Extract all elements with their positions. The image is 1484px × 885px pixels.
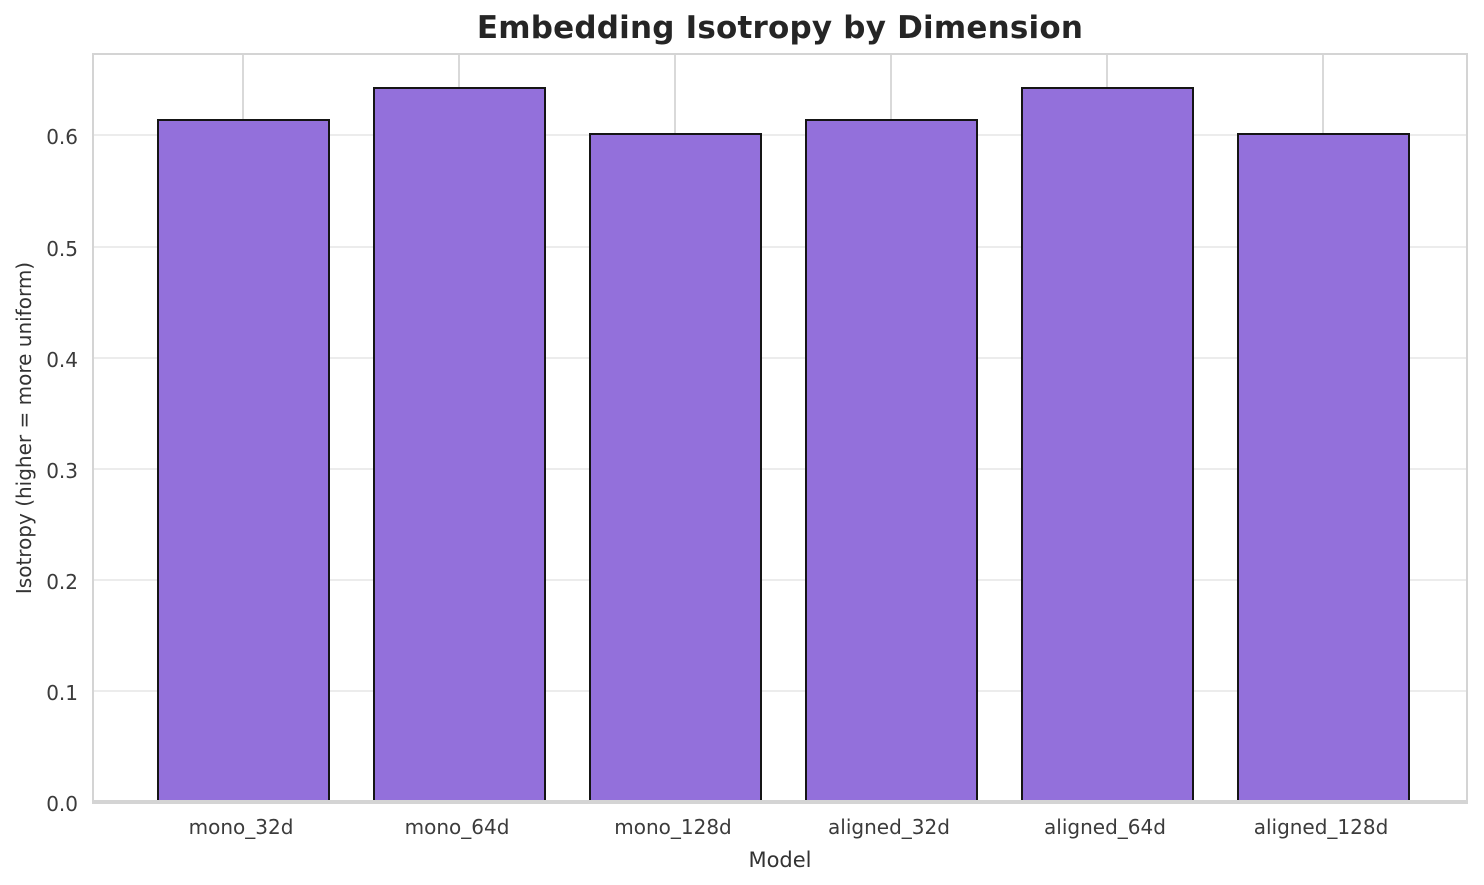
x-tick-label: aligned_64d [1044, 815, 1166, 839]
y-tick-label: 0.2 [46, 569, 78, 594]
x-tick-label: mono_64d [404, 815, 510, 839]
x-tick-label: aligned_32d [828, 815, 950, 839]
x-tick-label: mono_32d [188, 815, 294, 839]
chart-title: Embedding Isotropy by Dimension [476, 10, 1084, 46]
bar-aligned_64d [1020, 86, 1194, 802]
x-tick-label: aligned_128d [1253, 815, 1389, 839]
x-axis-spine [94, 800, 1466, 802]
y-tick-label: 0.5 [46, 236, 78, 261]
h-gridline [94, 689, 1466, 692]
plot-area [92, 53, 1468, 804]
h-gridline [94, 134, 1466, 137]
bar-mono_64d [372, 86, 546, 802]
y-tick-labels: 0.0 0.1 0.2 0.3 0.4 0.5 0.6 [0, 0, 78, 885]
h-gridline [94, 245, 1466, 248]
bar-mono_128d [588, 133, 762, 802]
y-tick-label: 0.4 [46, 347, 78, 372]
x-tick-labels: mono_32d mono_64d mono_128d aligned_32d alig… [0, 815, 1484, 845]
h-gridline [94, 578, 1466, 581]
x-axis-label: Model [748, 848, 812, 872]
h-gridline [94, 467, 1466, 470]
x-tick-label: mono_128d [614, 815, 732, 839]
y-tick-label: 0.3 [46, 458, 78, 483]
h-gridline [94, 356, 1466, 359]
bar-aligned_32d [804, 118, 978, 802]
y-tick-label: 0.6 [46, 125, 78, 150]
y-tick-label: 0.1 [46, 680, 78, 705]
y-tick-label: 0.0 [46, 792, 78, 816]
bar-aligned_128d [1236, 133, 1410, 802]
bar-mono_32d [156, 118, 330, 802]
